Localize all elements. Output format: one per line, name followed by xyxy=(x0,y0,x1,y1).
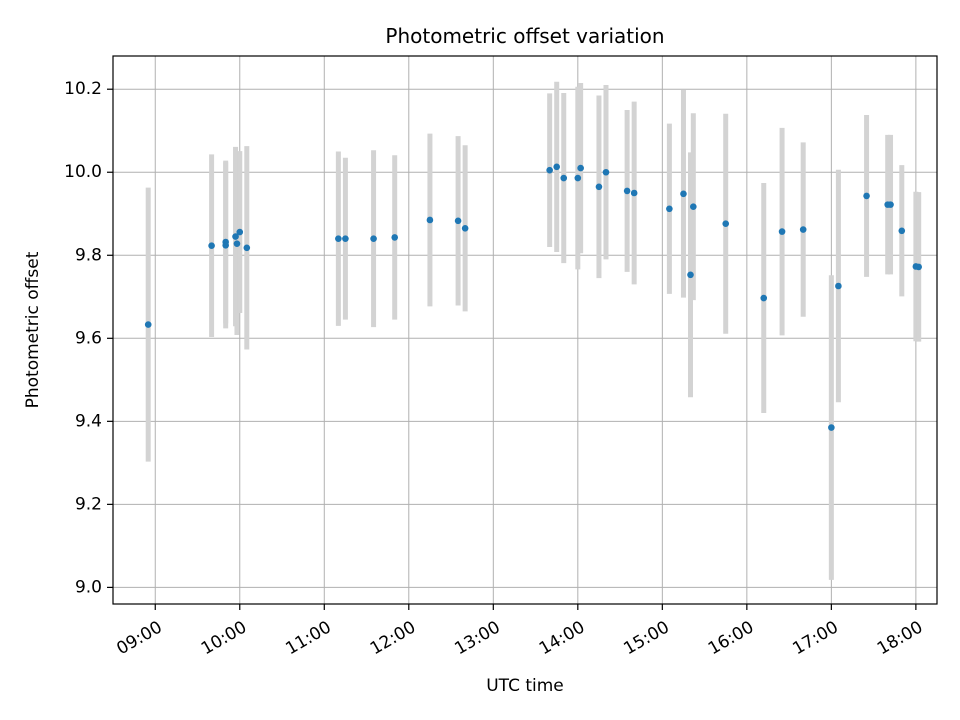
chart-title: Photometric offset variation xyxy=(385,24,664,48)
data-point xyxy=(760,294,768,302)
data-point xyxy=(915,263,922,271)
y-tick-label: 9.0 xyxy=(75,577,102,597)
data-point xyxy=(898,227,906,235)
data-point xyxy=(232,233,239,240)
data-point xyxy=(454,217,462,225)
data-point xyxy=(835,282,842,290)
y-tick-label: 9.2 xyxy=(75,494,102,514)
data-point xyxy=(144,321,152,328)
data-point xyxy=(690,203,697,210)
data-point xyxy=(546,166,553,174)
data-point xyxy=(391,234,399,241)
data-point xyxy=(342,235,349,242)
data-point xyxy=(799,226,807,233)
y-tick-label: 9.4 xyxy=(75,411,102,431)
data-point xyxy=(208,242,215,250)
y-tick-label: 9.6 xyxy=(75,328,102,348)
data-point xyxy=(666,205,673,213)
plot-frame xyxy=(112,55,938,605)
y-axis: 9.0 9.2 9.4 9.6 9.8 10.0 10.2 xyxy=(64,79,113,597)
data-point xyxy=(222,242,229,249)
data-point xyxy=(233,240,241,247)
y-axis-title: Photometric offset xyxy=(23,251,43,408)
data-point xyxy=(630,189,638,197)
data-point xyxy=(687,271,694,279)
data-point xyxy=(722,220,730,228)
y-tick-label: 9.8 xyxy=(75,245,102,265)
data-point xyxy=(778,228,786,235)
data-point xyxy=(426,216,434,224)
y-tick-label: 10.2 xyxy=(64,79,102,99)
y-tick-label: 10.0 xyxy=(64,162,102,182)
data-point xyxy=(602,168,610,176)
data-point xyxy=(577,164,584,172)
data-point xyxy=(828,424,835,431)
data-point xyxy=(560,174,568,182)
data-point xyxy=(461,224,469,232)
data-point xyxy=(887,201,894,208)
data-point xyxy=(335,235,342,242)
data-point xyxy=(574,174,582,182)
data-point xyxy=(863,192,870,200)
data-point xyxy=(623,187,631,195)
data-point xyxy=(243,244,251,252)
data-point xyxy=(553,163,560,171)
data-point xyxy=(236,228,244,236)
data-point xyxy=(595,183,603,191)
x-axis-title: UTC time xyxy=(486,676,564,696)
data-point xyxy=(370,235,377,242)
data-point xyxy=(680,190,687,198)
data-points xyxy=(144,163,922,431)
